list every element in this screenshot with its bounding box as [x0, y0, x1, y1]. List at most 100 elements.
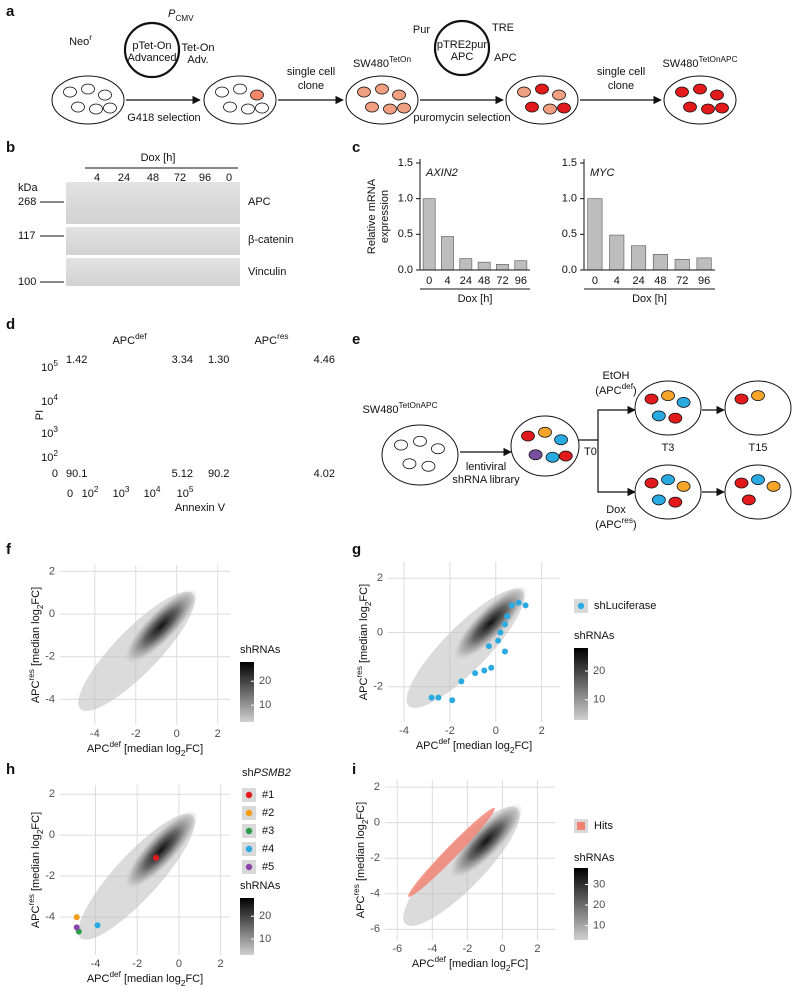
- x-tick-label: 102: [82, 485, 99, 500]
- x-tick-label: -4: [399, 725, 409, 737]
- panel-label: f: [6, 541, 12, 558]
- colorbar-tick-label: 20: [259, 910, 271, 922]
- y-tick-label: -2: [370, 852, 380, 864]
- colorbar: [240, 898, 254, 955]
- cell: [693, 83, 707, 95]
- cell: [675, 86, 689, 98]
- cell: [715, 102, 729, 114]
- quadrant-value: 1.42: [66, 354, 87, 366]
- point: [504, 613, 511, 620]
- cell: [538, 426, 552, 438]
- text-part: 10: [41, 362, 53, 374]
- text-part: FC]: [30, 587, 42, 605]
- text-part: SW480: [362, 404, 398, 416]
- legend-dot: [245, 809, 253, 817]
- x-axis-label: APCdef [median log2FC]: [87, 970, 203, 988]
- cell: [734, 393, 749, 405]
- x-tick-label: -2: [462, 943, 472, 955]
- bar: [631, 245, 647, 271]
- x-axis-label: APCdef [median log2FC]: [87, 740, 203, 758]
- plasmid-label: Advanced: [128, 52, 177, 64]
- point: [501, 648, 508, 655]
- x-tick-label: -4: [427, 943, 437, 955]
- protein: β-catenin: [248, 234, 293, 246]
- step-label: clone: [608, 80, 634, 92]
- bar: [674, 258, 690, 271]
- text-part: 3: [53, 425, 58, 434]
- plasmid-label: pTet-On: [132, 40, 171, 52]
- text-part: PSMB2: [254, 767, 291, 779]
- text-part: 4: [53, 393, 58, 402]
- point: [449, 697, 456, 704]
- point: [472, 670, 479, 677]
- colorbar: [240, 662, 254, 722]
- text-part: res: [277, 332, 288, 341]
- cell: [517, 86, 531, 98]
- y-tick-label: 1.5: [562, 157, 577, 169]
- y-tick-label: 0.0: [562, 264, 577, 276]
- y-tick-label: 0.0: [398, 264, 413, 276]
- marker: 100: [18, 276, 36, 288]
- point: [488, 664, 495, 671]
- x-axis-label: Dox [h]: [458, 293, 493, 305]
- plasmid-label: pTRE2pur: [437, 39, 487, 51]
- point: [515, 599, 522, 606]
- plasmid-label: APC: [451, 51, 474, 63]
- panel-label: a: [6, 3, 15, 20]
- text-part: sh: [242, 767, 254, 779]
- cell: [397, 102, 411, 114]
- x-tick-label: 24: [632, 275, 644, 287]
- y-tick-label: 1.0: [398, 193, 413, 205]
- cell: [103, 102, 117, 114]
- axis: [583, 159, 715, 271]
- cell: [98, 89, 112, 101]
- dish: [724, 380, 792, 436]
- y-axis-label: APCres [median log2FC]: [27, 587, 45, 703]
- x-tick-label: 0: [499, 943, 505, 955]
- cell: [525, 101, 539, 113]
- y-tick-label: 0: [374, 817, 380, 829]
- y-axis-label: APCres [median log2FC]: [352, 802, 370, 918]
- text-part: 2: [181, 749, 186, 758]
- point: [428, 694, 435, 701]
- text-part: Neo: [69, 36, 89, 48]
- y-tick-label: -4: [45, 911, 55, 923]
- cell: [255, 102, 269, 114]
- text-part: res: [352, 884, 361, 895]
- y-tick-label: 103: [41, 425, 58, 440]
- text-part: [median log: [355, 824, 367, 884]
- cell: [644, 393, 659, 405]
- step-label: clone: [298, 80, 324, 92]
- dish: [203, 75, 277, 125]
- plot-title: APCres: [254, 332, 288, 347]
- panel-label: c: [352, 139, 360, 156]
- x-axis-label: Dox [h]: [632, 293, 667, 305]
- panel-label: e: [352, 331, 360, 348]
- x-tick-label: 96: [515, 275, 527, 287]
- point: [485, 643, 492, 650]
- timepoint: T0: [584, 446, 597, 458]
- text-part: FC]: [185, 973, 203, 985]
- legend-dot: [577, 602, 585, 610]
- text-part: APC: [30, 906, 42, 929]
- y-tick-label: 0.5: [562, 228, 577, 240]
- legend-label: #5: [262, 861, 274, 873]
- colorbar-tick-label: 10: [593, 694, 605, 706]
- quadrant-value: 3.34: [172, 354, 193, 366]
- text-part: 5: [189, 485, 194, 494]
- bar: [514, 260, 528, 271]
- legend-label: shLuciferase: [594, 600, 656, 612]
- text-part: res: [622, 516, 633, 525]
- cell: [651, 494, 666, 506]
- cell: [365, 101, 379, 113]
- y-tick-label: 2: [374, 781, 380, 793]
- cell-line: SW480TetOnAPC: [362, 401, 437, 416]
- panel-label: h: [6, 761, 15, 778]
- cell: [421, 460, 436, 472]
- cell: [71, 101, 85, 113]
- chart-title: MYC: [590, 167, 615, 179]
- cell: [215, 86, 229, 98]
- x-tick-label: 2: [534, 943, 540, 955]
- y-tick-label: -4: [45, 693, 55, 705]
- text-part: TetOn: [389, 55, 411, 64]
